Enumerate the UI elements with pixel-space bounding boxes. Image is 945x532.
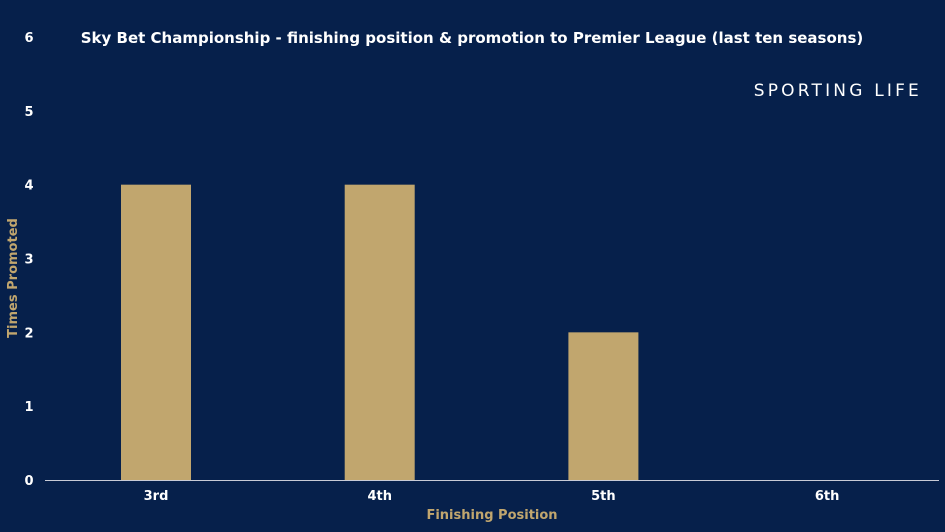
- bar-series: [121, 184, 639, 480]
- y-axis-title: Times Promoted: [6, 218, 21, 338]
- x-tick-label: 4th: [367, 489, 392, 504]
- y-tick-label: 1: [24, 400, 33, 415]
- y-tick-label: 0: [24, 474, 33, 489]
- x-tick-label: 6th: [815, 489, 840, 504]
- y-tick-label: 4: [24, 179, 33, 194]
- bar-5th: [568, 332, 639, 480]
- y-tick-label: 5: [24, 105, 33, 120]
- chart-title: Sky Bet Championship - finishing positio…: [81, 29, 863, 47]
- bar-3rd: [121, 184, 191, 480]
- x-axis-title: Finishing Position: [426, 508, 557, 523]
- brand-logo: SPORTING LIFE: [754, 81, 922, 101]
- x-axis-ticks: 3rd 4th 5th 6th: [144, 489, 840, 504]
- x-tick-label: 3rd: [144, 489, 169, 504]
- y-tick-label: 3: [24, 253, 33, 268]
- x-tick-label: 5th: [591, 489, 616, 504]
- y-tick-label: 2: [24, 326, 33, 341]
- bar-4th: [344, 184, 415, 480]
- y-axis-ticks: 0 1 2 3 4 5 6: [24, 31, 33, 489]
- y-tick-label: 6: [24, 31, 33, 46]
